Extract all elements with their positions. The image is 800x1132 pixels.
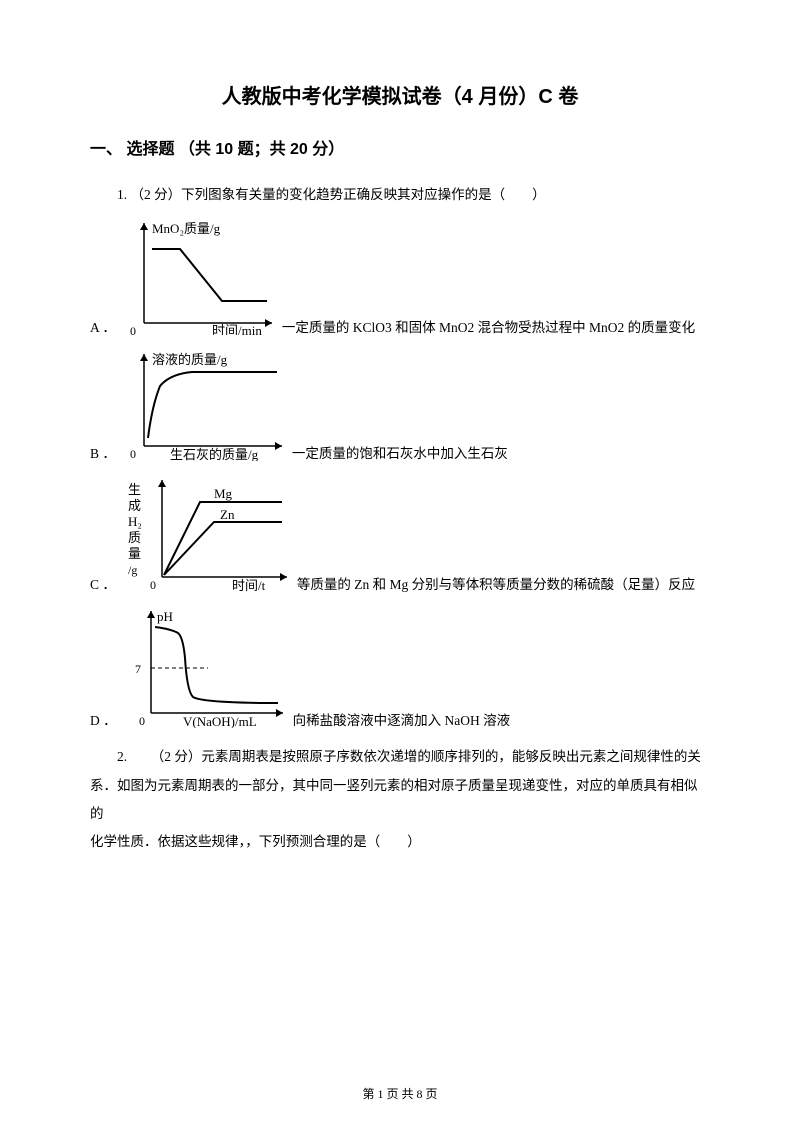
graph-a: MnO₂质量/g 0 时间/min — [122, 215, 282, 340]
svg-text:pH: pH — [157, 609, 173, 624]
svg-text:0: 0 — [150, 578, 156, 592]
option-letter: C ． — [90, 573, 116, 597]
graph-d: pH 7 0 V(NaOH)/mL — [123, 603, 293, 733]
q1-option-a: A ． MnO₂质量/g 0 时间/min 一定质量的 KClO3 和固体 Mn… — [90, 215, 710, 340]
svg-text:时间/t: 时间/t — [232, 578, 266, 592]
graph-b: 溶液的质量/g 0 生石灰的质量/g — [122, 346, 292, 466]
q1-option-b: B ． 溶液的质量/g 0 生石灰的质量/g 一定质量的饱和石灰水中加入生石灰 — [90, 346, 710, 466]
svg-text:MnO₂质量/g: MnO₂质量/g — [152, 221, 221, 236]
svg-text:H₂: H₂ — [128, 514, 142, 529]
option-letter: A ． — [90, 316, 116, 340]
svg-text:7: 7 — [135, 662, 141, 676]
svg-text:0: 0 — [139, 714, 145, 728]
page-footer: 第 1 页 共 8 页 — [0, 1085, 800, 1102]
q2-line3: 化学性质．依据这些规律，，下列预测合理的是（ ） — [90, 828, 710, 856]
option-text: 向稀盐酸溶液中逐滴加入 NaOH 溶液 — [293, 709, 511, 733]
option-letter: D ． — [90, 709, 117, 733]
svg-text:/g: /g — [128, 563, 137, 577]
q2-line2: 系．如图为元素周期表的一部分，其中同一竖列元素的相对原子质量呈现递变性，对应的单… — [90, 772, 710, 829]
svg-text:V(NaOH)/mL: V(NaOH)/mL — [183, 714, 257, 728]
q2-line1: 2. （2 分）元素周期表是按照原子序数依次递增的顺序排列的，能够反映出元素之间… — [90, 743, 710, 771]
svg-text:Zn: Zn — [220, 507, 235, 522]
svg-text:成: 成 — [128, 498, 141, 513]
svg-text:溶液的质量/g: 溶液的质量/g — [152, 352, 228, 367]
svg-text:质: 质 — [128, 530, 141, 545]
option-text: 一定质量的饱和石灰水中加入生石灰 — [292, 442, 508, 466]
graph-c: Mg Zn 生 成 H₂ 质 量 /g 0 时间/t — [122, 472, 297, 597]
page-title: 人教版中考化学模拟试卷（4 月份）C 卷 — [90, 80, 710, 109]
option-letter: B ． — [90, 442, 116, 466]
svg-text:时间/min: 时间/min — [212, 323, 262, 335]
svg-text:量: 量 — [128, 546, 141, 561]
q1-option-d: D ． pH 7 0 V(NaOH)/mL 向稀盐酸溶液中逐滴加入 NaOH 溶… — [90, 603, 710, 733]
option-text: 等质量的 Zn 和 Mg 分别与等体积等质量分数的稀硫酸（足量）反应 — [297, 573, 695, 597]
q1-prompt: 1. （2 分）下列图象有关量的变化趋势正确反映其对应操作的是（ ） — [90, 181, 710, 209]
svg-text:Mg: Mg — [214, 486, 233, 501]
svg-text:0: 0 — [130, 447, 136, 461]
q1-option-c: C ． Mg Zn 生 成 H₂ 质 量 /g 0 时间/t 等质量的 Zn — [90, 472, 710, 597]
svg-text:生: 生 — [128, 482, 141, 497]
section-header: 一、 选择题 （共 10 题；共 20 分） — [90, 135, 710, 159]
option-text: 一定质量的 KClO3 和固体 MnO2 混合物受热过程中 MnO2 的质量变化 — [282, 316, 695, 340]
svg-text:0: 0 — [130, 324, 136, 335]
svg-text:生石灰的质量/g: 生石灰的质量/g — [170, 447, 259, 461]
